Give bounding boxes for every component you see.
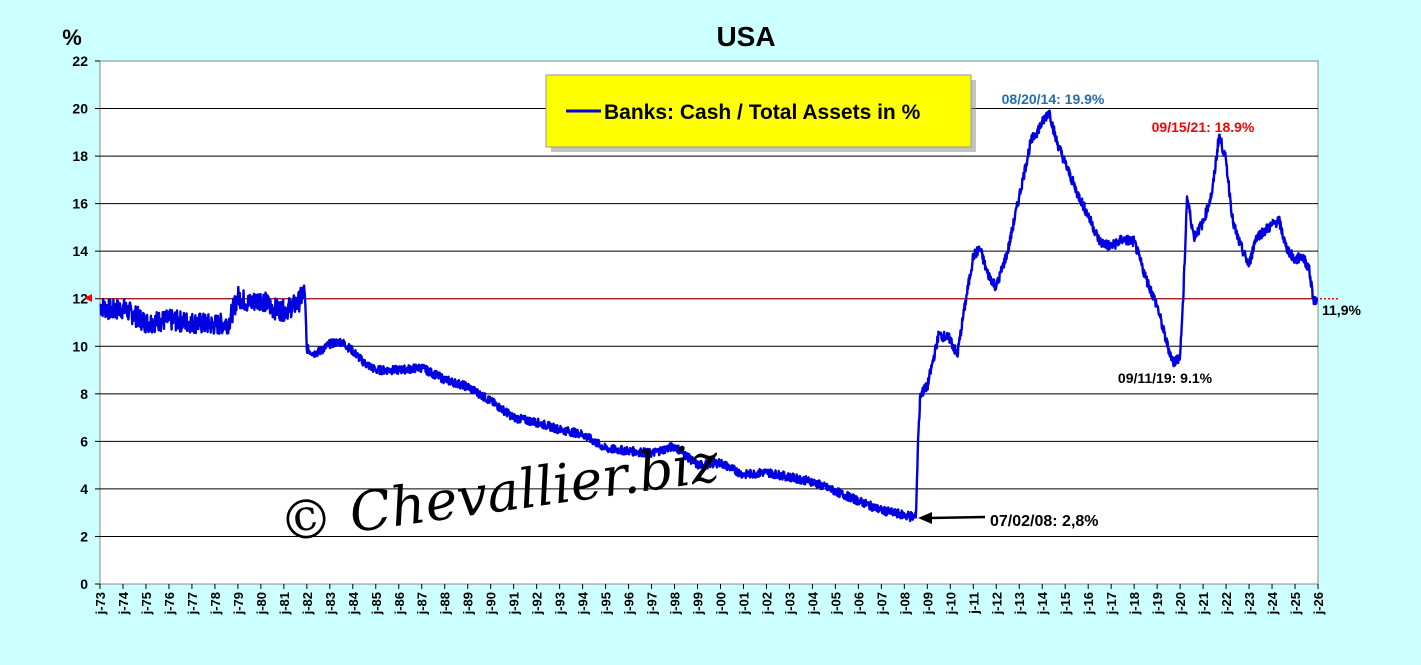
x-tick-label: j-74 [116, 591, 131, 615]
legend-box: Banks: Cash / Total Assets in % [545, 74, 976, 152]
y-tick-label: 10 [72, 338, 88, 354]
x-tick-label: j-14 [1035, 591, 1050, 615]
x-tick-label: j-85 [369, 592, 384, 615]
x-tick-label: j-23 [1242, 592, 1257, 615]
x-tick-label: j-07 [874, 592, 889, 615]
x-tick-label: j-18 [1127, 592, 1142, 615]
x-tick-label: j-93 [553, 592, 568, 615]
chart-title: USA [716, 21, 775, 52]
y-tick-label: 2 [80, 528, 88, 544]
x-tick-label: j-08 [897, 592, 912, 615]
x-tick-label: j-79 [231, 592, 246, 615]
x-tick-label: j-97 [645, 592, 660, 615]
x-tick-label: j-25 [1288, 592, 1303, 615]
x-tick-label: j-99 [691, 592, 706, 615]
x-tick-label: j-77 [185, 592, 200, 615]
x-tick-label: j-88 [438, 592, 453, 615]
x-tick-label: j-09 [920, 592, 935, 615]
x-tick-label: j-75 [139, 592, 154, 615]
series-line [99, 109, 1319, 523]
y-tick-label: 6 [80, 433, 88, 449]
legend-background [545, 74, 972, 148]
x-tick-label: j-21 [1196, 592, 1211, 615]
x-tick-label: j-20 [1173, 592, 1188, 615]
x-tick-label: j-17 [1104, 592, 1119, 615]
x-tick-label: j-10 [943, 592, 958, 615]
x-tick-label: j-78 [208, 592, 223, 615]
legend-label: Banks: Cash / Total Assets in % [604, 101, 921, 124]
x-tick-label: j-82 [300, 592, 315, 615]
annotation-trough-2008: 07/02/08: 2,8% [990, 513, 1099, 530]
y-tick-label: 8 [80, 386, 88, 402]
x-tick-label: j-11 [966, 592, 981, 615]
y-tick-label: 20 [72, 101, 88, 117]
x-tick-label: j-73 [93, 592, 108, 615]
x-tick-label: j-84 [346, 591, 361, 615]
x-tick-label: j-76 [162, 592, 177, 615]
x-tick-label: j-02 [759, 592, 774, 615]
y-tick-label: 18 [72, 148, 88, 164]
x-tick-label: j-89 [461, 592, 476, 615]
arrow-2008-shaft [929, 515, 986, 520]
x-tick-label: j-80 [254, 592, 269, 615]
annotation-trough-2019: 09/11/19: 9.1% [1118, 370, 1213, 386]
x-tick-label: j-03 [782, 592, 797, 615]
x-tick-label: j-05 [828, 592, 843, 615]
x-tick-label: j-91 [507, 592, 522, 615]
annotation-current-value: 11,9% [1322, 302, 1361, 318]
x-tick-label: j-98 [668, 592, 683, 615]
x-tick-label: j-92 [530, 592, 545, 615]
x-axis-ticks: j-73 j-74 j-75 j-76 j-77 j-78 j-79 j-80 j-81 j-82… [93, 584, 1326, 615]
annotation-peak-2014: 08/20/14: 19.9% [1002, 91, 1105, 107]
x-tick-label: j-06 [851, 592, 866, 615]
x-tick-label: j-12 [989, 592, 1004, 615]
x-tick-label: j-26 [1311, 592, 1326, 615]
y-tick-label: 16 [72, 196, 88, 212]
x-tick-label: j-95 [599, 592, 614, 615]
x-tick-label: j-04 [805, 591, 820, 615]
x-tick-label: j-94 [576, 591, 591, 615]
x-tick-label: j-87 [415, 592, 430, 615]
x-tick-label: j-24 [1265, 591, 1280, 615]
y-tick-label: 0 [80, 576, 88, 592]
arrow-2008-head [918, 512, 932, 524]
x-tick-label: j-90 [484, 592, 499, 615]
x-tick-label: j-19 [1150, 592, 1165, 615]
annotation-peak-2021: 09/15/21: 18.9% [1152, 119, 1255, 135]
x-tick-label: j-16 [1081, 592, 1096, 615]
reference-arrow-head [84, 294, 92, 302]
y-tick-label: 14 [72, 243, 88, 259]
x-tick-label: j-15 [1058, 592, 1073, 615]
x-tick-label: j-83 [323, 592, 338, 615]
y-tick-label: 12 [72, 291, 88, 307]
y-tick-label: 4 [80, 481, 88, 497]
y-axis-unit: % [62, 25, 82, 50]
y-tick-label: 22 [72, 53, 88, 69]
x-tick-label: j-13 [1012, 592, 1027, 615]
x-tick-label: j-96 [622, 592, 637, 615]
x-tick-label: j-01 [736, 592, 751, 615]
x-tick-label: j-00 [713, 592, 728, 615]
x-tick-label: j-22 [1219, 592, 1234, 615]
x-tick-label: j-86 [392, 592, 407, 615]
x-tick-label: j-81 [277, 592, 292, 615]
y-axis-ticks: 0 2 4 6 8 10 12 14 16 18 20 22 [72, 53, 100, 592]
annotations: 08/20/14: 19.9% 09/15/21: 18.9% 09/11/19… [84, 91, 1361, 530]
